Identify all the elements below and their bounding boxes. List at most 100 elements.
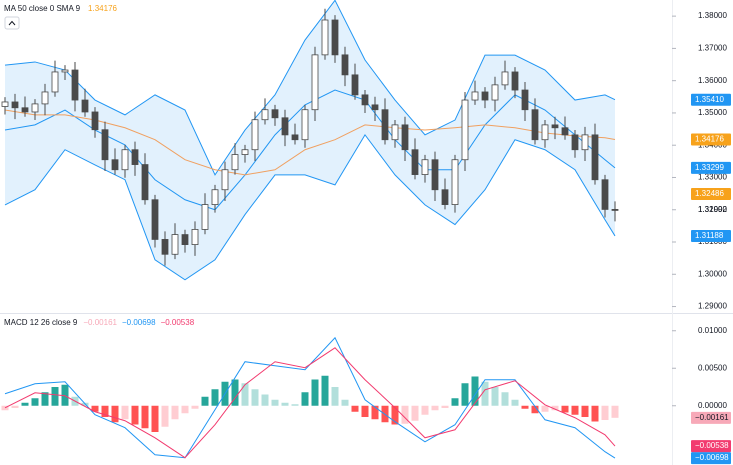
candle-body [201,204,209,230]
price-badge-label: −0.00698 [695,453,729,462]
histogram-bar [451,398,459,406]
histogram-bar [351,405,359,412]
candle-body [31,103,39,113]
histogram-bar [371,405,379,420]
candle-body [21,107,29,113]
candle-body [431,159,439,191]
histogram-bar [171,405,179,420]
histogram-bar [421,405,429,415]
candle-body [361,94,369,106]
histogram-bar [131,405,139,425]
candle-body [141,164,149,201]
indicator-title: MACD 12 26 close 9 [4,318,78,327]
histogram-bar [311,379,319,406]
candle-body [231,154,239,171]
candle-body [391,124,399,141]
candle-body [111,159,119,171]
collapse-button[interactable] [4,16,20,30]
histogram-bar [331,387,339,406]
price-badge [691,229,731,242]
price-badge [691,440,731,453]
histogram-bar [201,396,209,406]
histogram-bar [261,394,269,406]
price-badge [691,133,731,146]
candle-body [471,91,479,101]
histogram-bar [291,404,299,406]
candle-body [571,134,579,151]
candle-body [481,91,489,101]
candle-body [561,127,569,136]
candle-body [191,229,199,245]
histogram-bar [581,405,589,417]
histogram-bar [111,405,119,423]
candle-body [241,149,249,155]
chevron-icon [8,20,16,26]
price-badge-label: 1.33299 [695,163,724,172]
candle-body [331,19,339,56]
band-lower [4,133,616,281]
candle-body [261,109,269,121]
candle-body [551,124,559,129]
histogram-bar [611,405,619,418]
histogram-bar [1,405,9,411]
histogram-bar [211,389,219,406]
band-upper [4,0,616,176]
candle-body [251,119,259,151]
indicator-value: −0.00538 [161,318,195,327]
candle-body [371,104,379,111]
histogram-bar [541,405,549,412]
price-badge [691,188,731,201]
histogram-bar [481,381,489,406]
y-tick-label: 1.30000 [698,269,727,278]
price-badge-label: 1.32486 [695,189,724,198]
candle-body [61,69,69,73]
histogram-bar [41,392,49,406]
histogram-bar [531,405,539,414]
candle-body [311,54,319,111]
candle-body [411,149,419,175]
candle-body [131,149,139,165]
candle-body [161,239,169,255]
histogram-bar [61,384,69,406]
price-badge [691,93,731,106]
price-badge-label: −0.00161 [695,413,729,422]
histogram-bar [401,405,409,424]
histogram-bar [431,405,439,411]
indicator-value: 1.34176 [88,4,117,13]
y-tick-label: 1.33000 [698,173,727,182]
histogram-bar [31,398,39,406]
button-frame[interactable] [4,16,20,30]
candle-body [501,71,509,86]
candle-body [221,169,229,191]
candle-body [451,159,459,205]
ma-line [4,109,616,176]
price-badge [691,411,731,424]
price-badge-label: 1.31188 [695,231,724,240]
price-badge [691,161,731,174]
histogram-bar [231,379,239,406]
candle-body [381,109,389,141]
histogram-bar [181,405,189,414]
candle-body [341,54,349,76]
histogram-bar [91,405,99,412]
histogram-bar [301,392,309,406]
candle-body [581,134,589,151]
histogram-bar [591,405,599,422]
histogram-bar [501,392,509,406]
candle-body [171,234,179,255]
candle-body [511,71,519,91]
candle-body [281,117,289,136]
candle-body [101,129,109,161]
y-tick-label: 0.01000 [698,326,727,335]
candle-body [151,199,159,240]
candle-body [121,149,129,171]
histogram-bar [241,383,249,406]
candle-body [71,69,79,101]
signal-line [4,347,616,459]
histogram-bar [21,402,29,406]
candle-body [491,84,499,101]
candle-body [1,101,9,107]
price-badge-label: −0.00538 [695,441,729,450]
